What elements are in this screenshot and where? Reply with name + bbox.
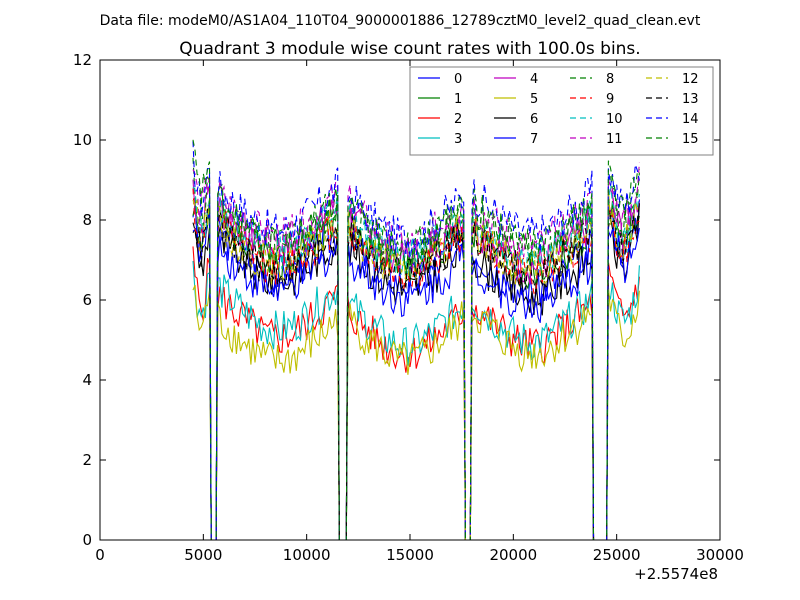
series-line-12 <box>192 187 640 541</box>
y-tick-label: 12 <box>73 51 92 69</box>
x-tick-label: 30000 <box>696 546 744 564</box>
y-tick-label: 2 <box>82 451 92 469</box>
series-line-3 <box>192 260 640 541</box>
x-tick-label: 20000 <box>489 546 537 564</box>
y-tick-label: 4 <box>82 371 92 389</box>
x-tick-label: 0 <box>95 546 105 564</box>
x-tick-label: 25000 <box>593 546 641 564</box>
legend-label-7: 7 <box>530 132 538 147</box>
x-tick-label: 5000 <box>184 546 222 564</box>
series-line-10 <box>192 183 640 541</box>
legend-label-2: 2 <box>454 112 462 127</box>
legend-label-3: 3 <box>454 132 462 147</box>
legend-label-0: 0 <box>454 72 462 87</box>
series-line-9 <box>192 188 640 541</box>
series-line-15 <box>192 139 640 541</box>
series-line-7 <box>192 209 640 541</box>
x-tick-label: 15000 <box>386 546 434 564</box>
legend-box <box>409 66 714 156</box>
y-tick-label: 6 <box>82 291 92 309</box>
legend-label-15: 15 <box>682 132 699 147</box>
legend-label-11: 11 <box>606 132 623 147</box>
legend-label-8: 8 <box>606 72 614 87</box>
series-line-13 <box>192 203 640 541</box>
legend-label-5: 5 <box>530 92 538 107</box>
legend-label-13: 13 <box>682 92 699 107</box>
x-tick-label: 10000 <box>283 546 331 564</box>
legend-label-4: 4 <box>530 72 538 87</box>
legend-label-1: 1 <box>454 92 462 107</box>
series-line-14 <box>192 141 640 541</box>
legend-label-6: 6 <box>530 112 538 127</box>
suptitle: Data file: modeM0/AS1A04_110T04_90000018… <box>100 13 701 29</box>
legend-label-12: 12 <box>682 72 699 87</box>
series-line-5 <box>192 284 640 541</box>
y-tick-label: 10 <box>73 131 92 149</box>
y-tick-label: 8 <box>82 211 92 229</box>
series-layer <box>192 139 640 541</box>
y-tick-label: 0 <box>82 531 92 549</box>
legend-label-14: 14 <box>682 112 699 127</box>
legend-label-10: 10 <box>606 112 623 127</box>
x-offset-label: +2.5574e8 <box>634 565 718 583</box>
chart-title: Quadrant 3 module wise count rates with … <box>179 39 640 59</box>
legend-label-9: 9 <box>606 92 614 107</box>
